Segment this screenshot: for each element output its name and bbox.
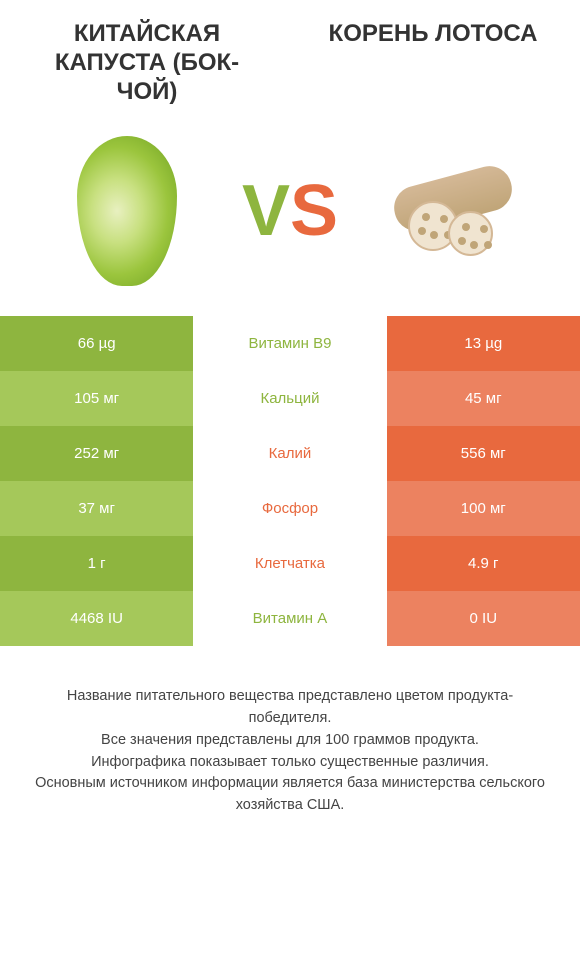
images-row: VS: [0, 116, 580, 316]
left-value: 105 мг: [0, 371, 193, 426]
table-row: 4468 IUВитамин A0 IU: [0, 591, 580, 646]
vs-label: VS: [242, 170, 338, 252]
cabbage-image: [47, 131, 207, 291]
footer-notes: Название питательного вещества представл…: [0, 646, 580, 837]
right-value: 4.9 г: [387, 536, 580, 591]
vs-v: V: [242, 171, 290, 251]
right-value: 0 IU: [387, 591, 580, 646]
left-value: 37 мг: [0, 481, 193, 536]
nutrient-label: Клетчатка: [193, 536, 386, 591]
footer-line: Инфографика показывает только существенн…: [30, 752, 550, 774]
left-value: 66 µg: [0, 316, 193, 371]
header: КИТАЙСКАЯ КАПУСТА (БОК-ЧОЙ) КОРЕНЬ ЛОТОС…: [0, 0, 580, 116]
nutrition-table: 66 µgВитамин B913 µg105 мгКальций45 мг25…: [0, 316, 580, 646]
footer-line: Основным источником информации является …: [30, 773, 550, 817]
table-row: 37 мгФосфор100 мг: [0, 481, 580, 536]
right-value: 556 мг: [387, 426, 580, 481]
nutrient-label: Кальций: [193, 371, 386, 426]
vs-s: S: [290, 171, 338, 251]
left-value: 1 г: [0, 536, 193, 591]
left-value: 252 мг: [0, 426, 193, 481]
table-row: 252 мгКалий556 мг: [0, 426, 580, 481]
footer-line: Название питательного вещества представл…: [30, 686, 550, 730]
table-row: 105 мгКальций45 мг: [0, 371, 580, 426]
nutrient-label: Витамин A: [193, 591, 386, 646]
right-value: 100 мг: [387, 481, 580, 536]
right-food-title: КОРЕНЬ ЛОТОСА: [316, 20, 550, 106]
lotus-image: [373, 131, 533, 291]
footer-line: Все значения представлены для 100 граммо…: [30, 730, 550, 752]
table-row: 1 гКлетчатка4.9 г: [0, 536, 580, 591]
right-value: 13 µg: [387, 316, 580, 371]
left-value: 4468 IU: [0, 591, 193, 646]
nutrient-label: Витамин B9: [193, 316, 386, 371]
right-value: 45 мг: [387, 371, 580, 426]
nutrient-label: Фосфор: [193, 481, 386, 536]
table-row: 66 µgВитамин B913 µg: [0, 316, 580, 371]
nutrient-label: Калий: [193, 426, 386, 481]
left-food-title: КИТАЙСКАЯ КАПУСТА (БОК-ЧОЙ): [30, 20, 264, 106]
